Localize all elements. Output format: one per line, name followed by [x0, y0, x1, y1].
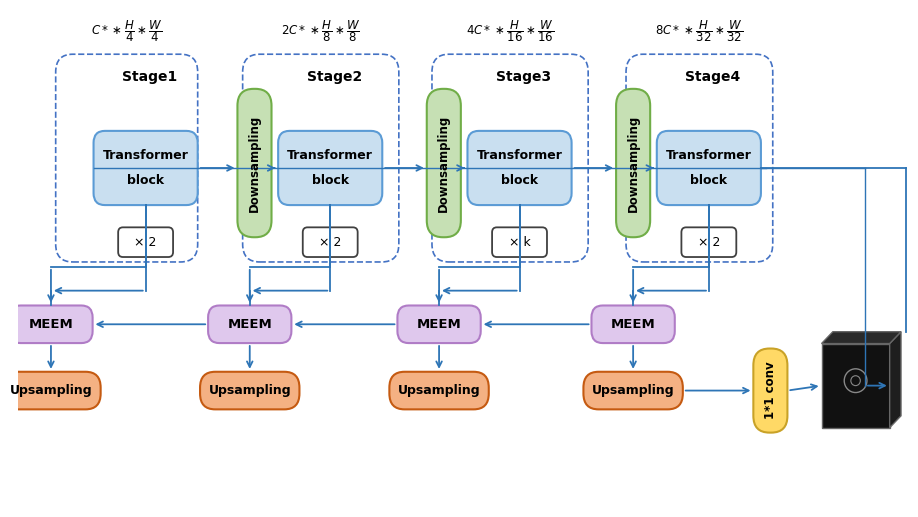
- Text: Stage2: Stage2: [307, 70, 362, 84]
- FancyBboxPatch shape: [616, 89, 650, 237]
- Text: MEEM: MEEM: [610, 318, 655, 331]
- FancyBboxPatch shape: [681, 227, 736, 257]
- Text: Downsampling: Downsampling: [248, 114, 261, 211]
- FancyBboxPatch shape: [200, 372, 299, 409]
- Text: MEEM: MEEM: [28, 318, 73, 331]
- FancyBboxPatch shape: [591, 306, 675, 343]
- Polygon shape: [890, 332, 901, 428]
- Text: Upsampling: Upsampling: [397, 384, 480, 397]
- FancyBboxPatch shape: [656, 131, 761, 205]
- FancyBboxPatch shape: [238, 89, 272, 237]
- Text: block: block: [690, 174, 727, 187]
- FancyBboxPatch shape: [9, 306, 93, 343]
- Text: $4C*\ast\dfrac{H}{16}\ast\dfrac{W}{16}$: $4C*\ast\dfrac{H}{16}\ast\dfrac{W}{16}$: [466, 19, 554, 44]
- Text: Downsampling: Downsampling: [437, 114, 451, 211]
- Text: Transformer: Transformer: [476, 148, 563, 162]
- Text: Stage3: Stage3: [496, 70, 551, 84]
- FancyBboxPatch shape: [427, 89, 461, 237]
- FancyBboxPatch shape: [278, 131, 382, 205]
- Text: $2C*\ast\dfrac{H}{8}\ast\dfrac{W}{8}$: $2C*\ast\dfrac{H}{8}\ast\dfrac{W}{8}$: [281, 19, 361, 44]
- Text: × 2: × 2: [134, 236, 157, 249]
- Text: block: block: [127, 174, 164, 187]
- Text: × 2: × 2: [319, 236, 341, 249]
- Text: × k: × k: [509, 236, 531, 249]
- FancyBboxPatch shape: [118, 227, 174, 257]
- Text: Upsampling: Upsampling: [208, 384, 291, 397]
- Text: 1*1 conv: 1*1 conv: [764, 362, 777, 419]
- Text: MEEM: MEEM: [228, 318, 272, 331]
- FancyBboxPatch shape: [822, 344, 890, 428]
- FancyBboxPatch shape: [1, 372, 101, 409]
- Text: Downsampling: Downsampling: [627, 114, 640, 211]
- Text: Upsampling: Upsampling: [592, 384, 675, 397]
- Text: $8C*\ast\dfrac{H}{32}\ast\dfrac{W}{32}$: $8C*\ast\dfrac{H}{32}\ast\dfrac{W}{32}$: [655, 19, 744, 44]
- Text: $C*\ast\dfrac{H}{4}\ast\dfrac{W}{4}$: $C*\ast\dfrac{H}{4}\ast\dfrac{W}{4}$: [91, 19, 162, 44]
- Text: × 2: × 2: [698, 236, 720, 249]
- FancyBboxPatch shape: [397, 306, 481, 343]
- Text: block: block: [311, 174, 349, 187]
- Text: MEEM: MEEM: [417, 318, 462, 331]
- FancyBboxPatch shape: [208, 306, 291, 343]
- FancyBboxPatch shape: [467, 131, 572, 205]
- Polygon shape: [822, 332, 901, 344]
- Text: Stage1: Stage1: [122, 70, 177, 84]
- FancyBboxPatch shape: [389, 372, 488, 409]
- Text: Transformer: Transformer: [666, 148, 752, 162]
- FancyBboxPatch shape: [492, 227, 547, 257]
- FancyBboxPatch shape: [754, 348, 788, 433]
- Text: Transformer: Transformer: [287, 148, 373, 162]
- FancyBboxPatch shape: [584, 372, 683, 409]
- FancyBboxPatch shape: [94, 131, 197, 205]
- Text: block: block: [501, 174, 538, 187]
- FancyBboxPatch shape: [303, 227, 358, 257]
- Text: Transformer: Transformer: [103, 148, 188, 162]
- Text: Stage4: Stage4: [685, 70, 741, 84]
- Text: Upsampling: Upsampling: [10, 384, 93, 397]
